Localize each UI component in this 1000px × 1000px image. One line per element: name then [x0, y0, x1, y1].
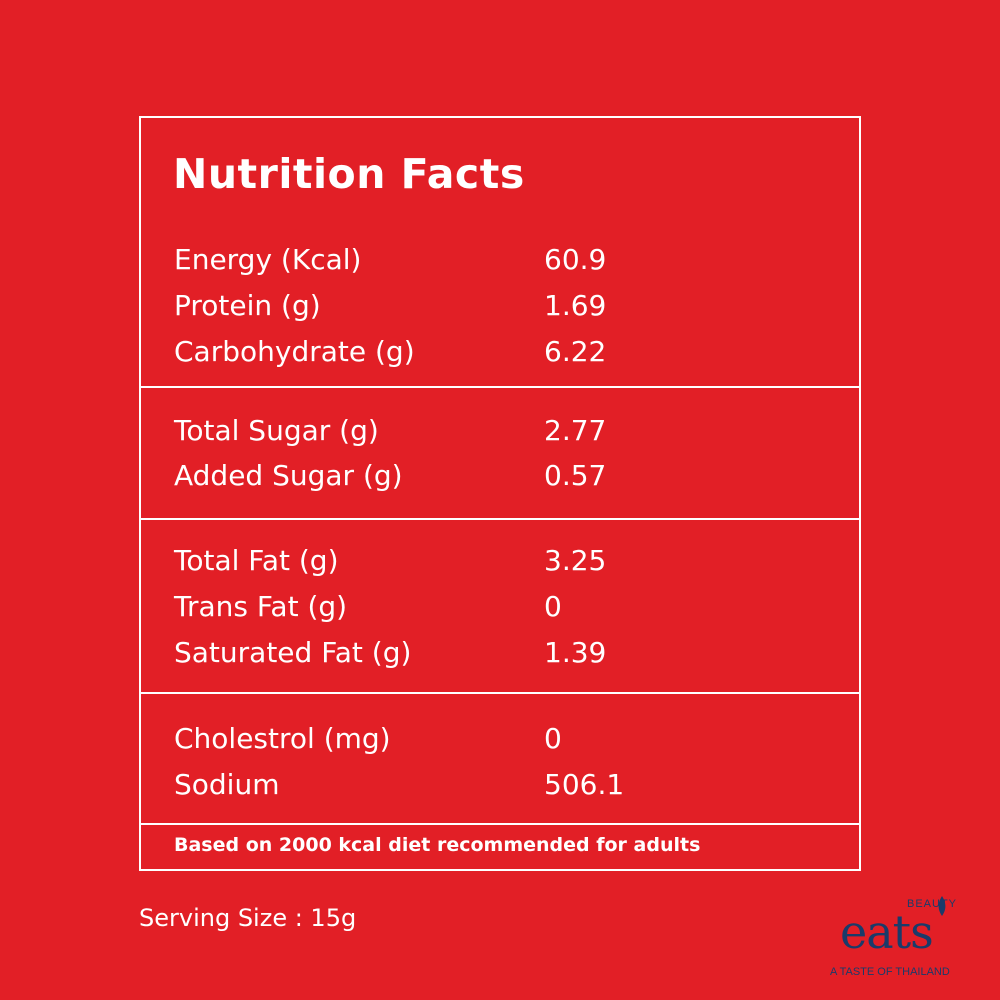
- nutrition-facts-panel: Nutrition Facts Energy (Kcal) 60.9 Prote…: [139, 116, 861, 871]
- logo-tagline: A TASTE OF THAILAND: [830, 966, 950, 978]
- nutrient-row-total-fat: Total Fat (g) 3.25: [174, 539, 834, 583]
- nutrient-label: Trans Fat (g): [174, 590, 348, 623]
- nutrient-value: 506.1: [544, 768, 625, 801]
- nutrient-value: 1.69: [544, 289, 607, 322]
- nutrient-row-trans-fat: Trans Fat (g) 0: [174, 585, 834, 629]
- nutrient-label: Total Fat (g): [174, 544, 339, 577]
- section-divider: [141, 518, 859, 520]
- brand-logo: BEAUTY eats A TASTE OF THAILAND: [830, 892, 985, 984]
- nutrient-row-added-sugar: Added Sugar (g) 0.57: [174, 454, 834, 498]
- nutrient-row-saturated-fat: Saturated Fat (g) 1.39: [174, 631, 834, 675]
- nutrient-label: Carbohydrate (g): [174, 335, 415, 368]
- nutrient-label: Energy (Kcal): [174, 243, 362, 276]
- nutrient-value: 0: [544, 722, 562, 755]
- section-divider: [141, 692, 859, 694]
- nutrient-value: 60.9: [544, 243, 607, 276]
- nutrition-facts-title: Nutrition Facts: [173, 150, 525, 198]
- nutrient-label: Sodium: [174, 768, 280, 801]
- nutrient-value: 2.77: [544, 414, 607, 447]
- nutrient-value: 6.22: [544, 335, 607, 368]
- nutrient-row-cholestrol: Cholestrol (mg) 0: [174, 717, 834, 761]
- nutrient-label: Added Sugar (g): [174, 459, 403, 492]
- nutrient-row-carbohydrate: Carbohydrate (g) 6.22: [174, 330, 834, 374]
- nutrient-label: Total Sugar (g): [174, 414, 379, 447]
- leaf-icon: [938, 896, 946, 916]
- nutrient-label: Saturated Fat (g): [174, 636, 412, 669]
- nutrient-value: 3.25: [544, 544, 607, 577]
- section-divider: [141, 823, 859, 825]
- nutrient-row-energy: Energy (Kcal) 60.9: [174, 238, 834, 282]
- nutrient-value: 0.57: [544, 459, 607, 492]
- section-divider: [141, 386, 859, 388]
- nutrient-label: Cholestrol (mg): [174, 722, 391, 755]
- diet-footnote: Based on 2000 kcal diet recommended for …: [174, 834, 701, 856]
- nutrient-row-total-sugar: Total Sugar (g) 2.77: [174, 409, 834, 453]
- nutrient-label: Protein (g): [174, 289, 321, 322]
- nutrient-value: 1.39: [544, 636, 607, 669]
- nutrient-row-sodium: Sodium 506.1: [174, 763, 834, 807]
- nutrient-value: 0: [544, 590, 562, 623]
- nutrient-row-protein: Protein (g) 1.69: [174, 284, 834, 328]
- logo-main-word: eats: [840, 905, 934, 959]
- serving-size: Serving Size : 15g: [139, 904, 357, 932]
